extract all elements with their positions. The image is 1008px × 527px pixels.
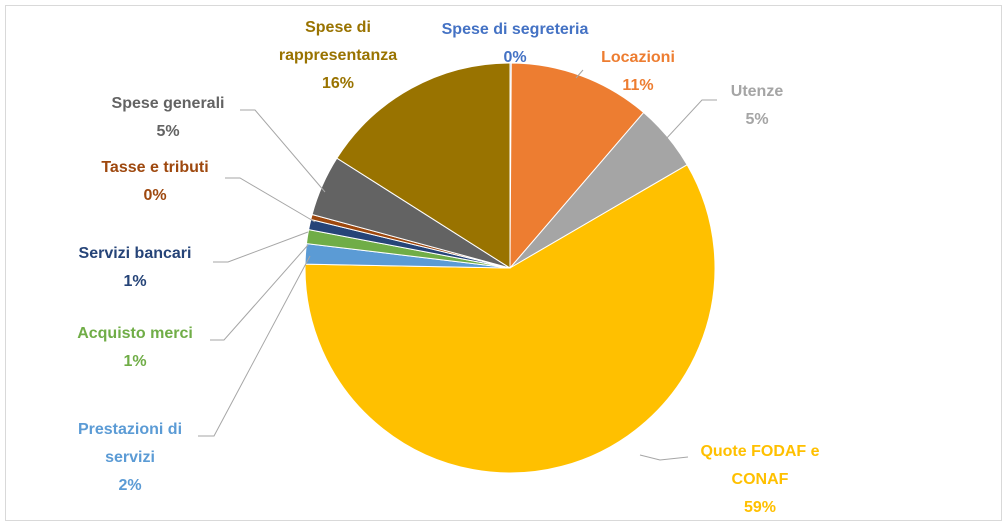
pie-slice <box>509 62 645 270</box>
label-name: Spese di segreteria <box>441 21 589 38</box>
data-label: Spese di rappresentanza 16% <box>268 14 408 98</box>
label-name: Prestazioni di servizi <box>77 421 183 466</box>
label-value: 0% <box>143 187 167 204</box>
label-name: Tasse e tributi <box>101 159 209 176</box>
leader-line <box>210 244 309 341</box>
label-name: Locazioni <box>601 49 675 66</box>
label-value: 5% <box>745 111 769 128</box>
leader-line <box>225 177 316 223</box>
data-label: Quote FODAF e CONAF 59% <box>680 438 840 522</box>
data-label: Spese di segreteria 0% <box>430 16 600 72</box>
leader-line <box>213 231 309 263</box>
label-name: Acquisto merci <box>77 325 193 342</box>
leader-line <box>575 69 584 79</box>
label-value: 16% <box>321 75 355 92</box>
pie-slice <box>304 164 716 474</box>
label-value: 2% <box>118 477 142 494</box>
label-name: Servizi bancari <box>78 245 192 262</box>
pie-slice <box>336 62 511 269</box>
data-label: Locazioni 11% <box>578 44 698 100</box>
label-value: 5% <box>156 123 180 140</box>
label-name: Quote FODAF e CONAF <box>700 443 820 488</box>
label-value: 11% <box>622 77 654 94</box>
label-name: Utenze <box>730 83 784 100</box>
label-value: 1% <box>123 353 147 370</box>
data-label: Tasse e tributi 0% <box>75 154 235 210</box>
label-name: Spese generali <box>111 95 225 112</box>
label-value: 59% <box>743 499 777 516</box>
data-label: Servizi bancari 1% <box>55 240 215 296</box>
data-label: Acquisto merci 1% <box>55 320 215 376</box>
leader-line <box>639 454 689 461</box>
leader-line <box>198 255 311 437</box>
label-name: Spese di rappresentanza <box>278 19 398 64</box>
label-value: 0% <box>503 49 527 66</box>
data-label: Utenze 5% <box>717 78 797 134</box>
leader-line <box>240 109 326 193</box>
data-label: Spese generali 5% <box>88 90 248 146</box>
data-label: Prestazioni di servizi 2% <box>55 416 205 500</box>
leader-line <box>664 99 717 141</box>
label-value: 1% <box>123 273 147 290</box>
